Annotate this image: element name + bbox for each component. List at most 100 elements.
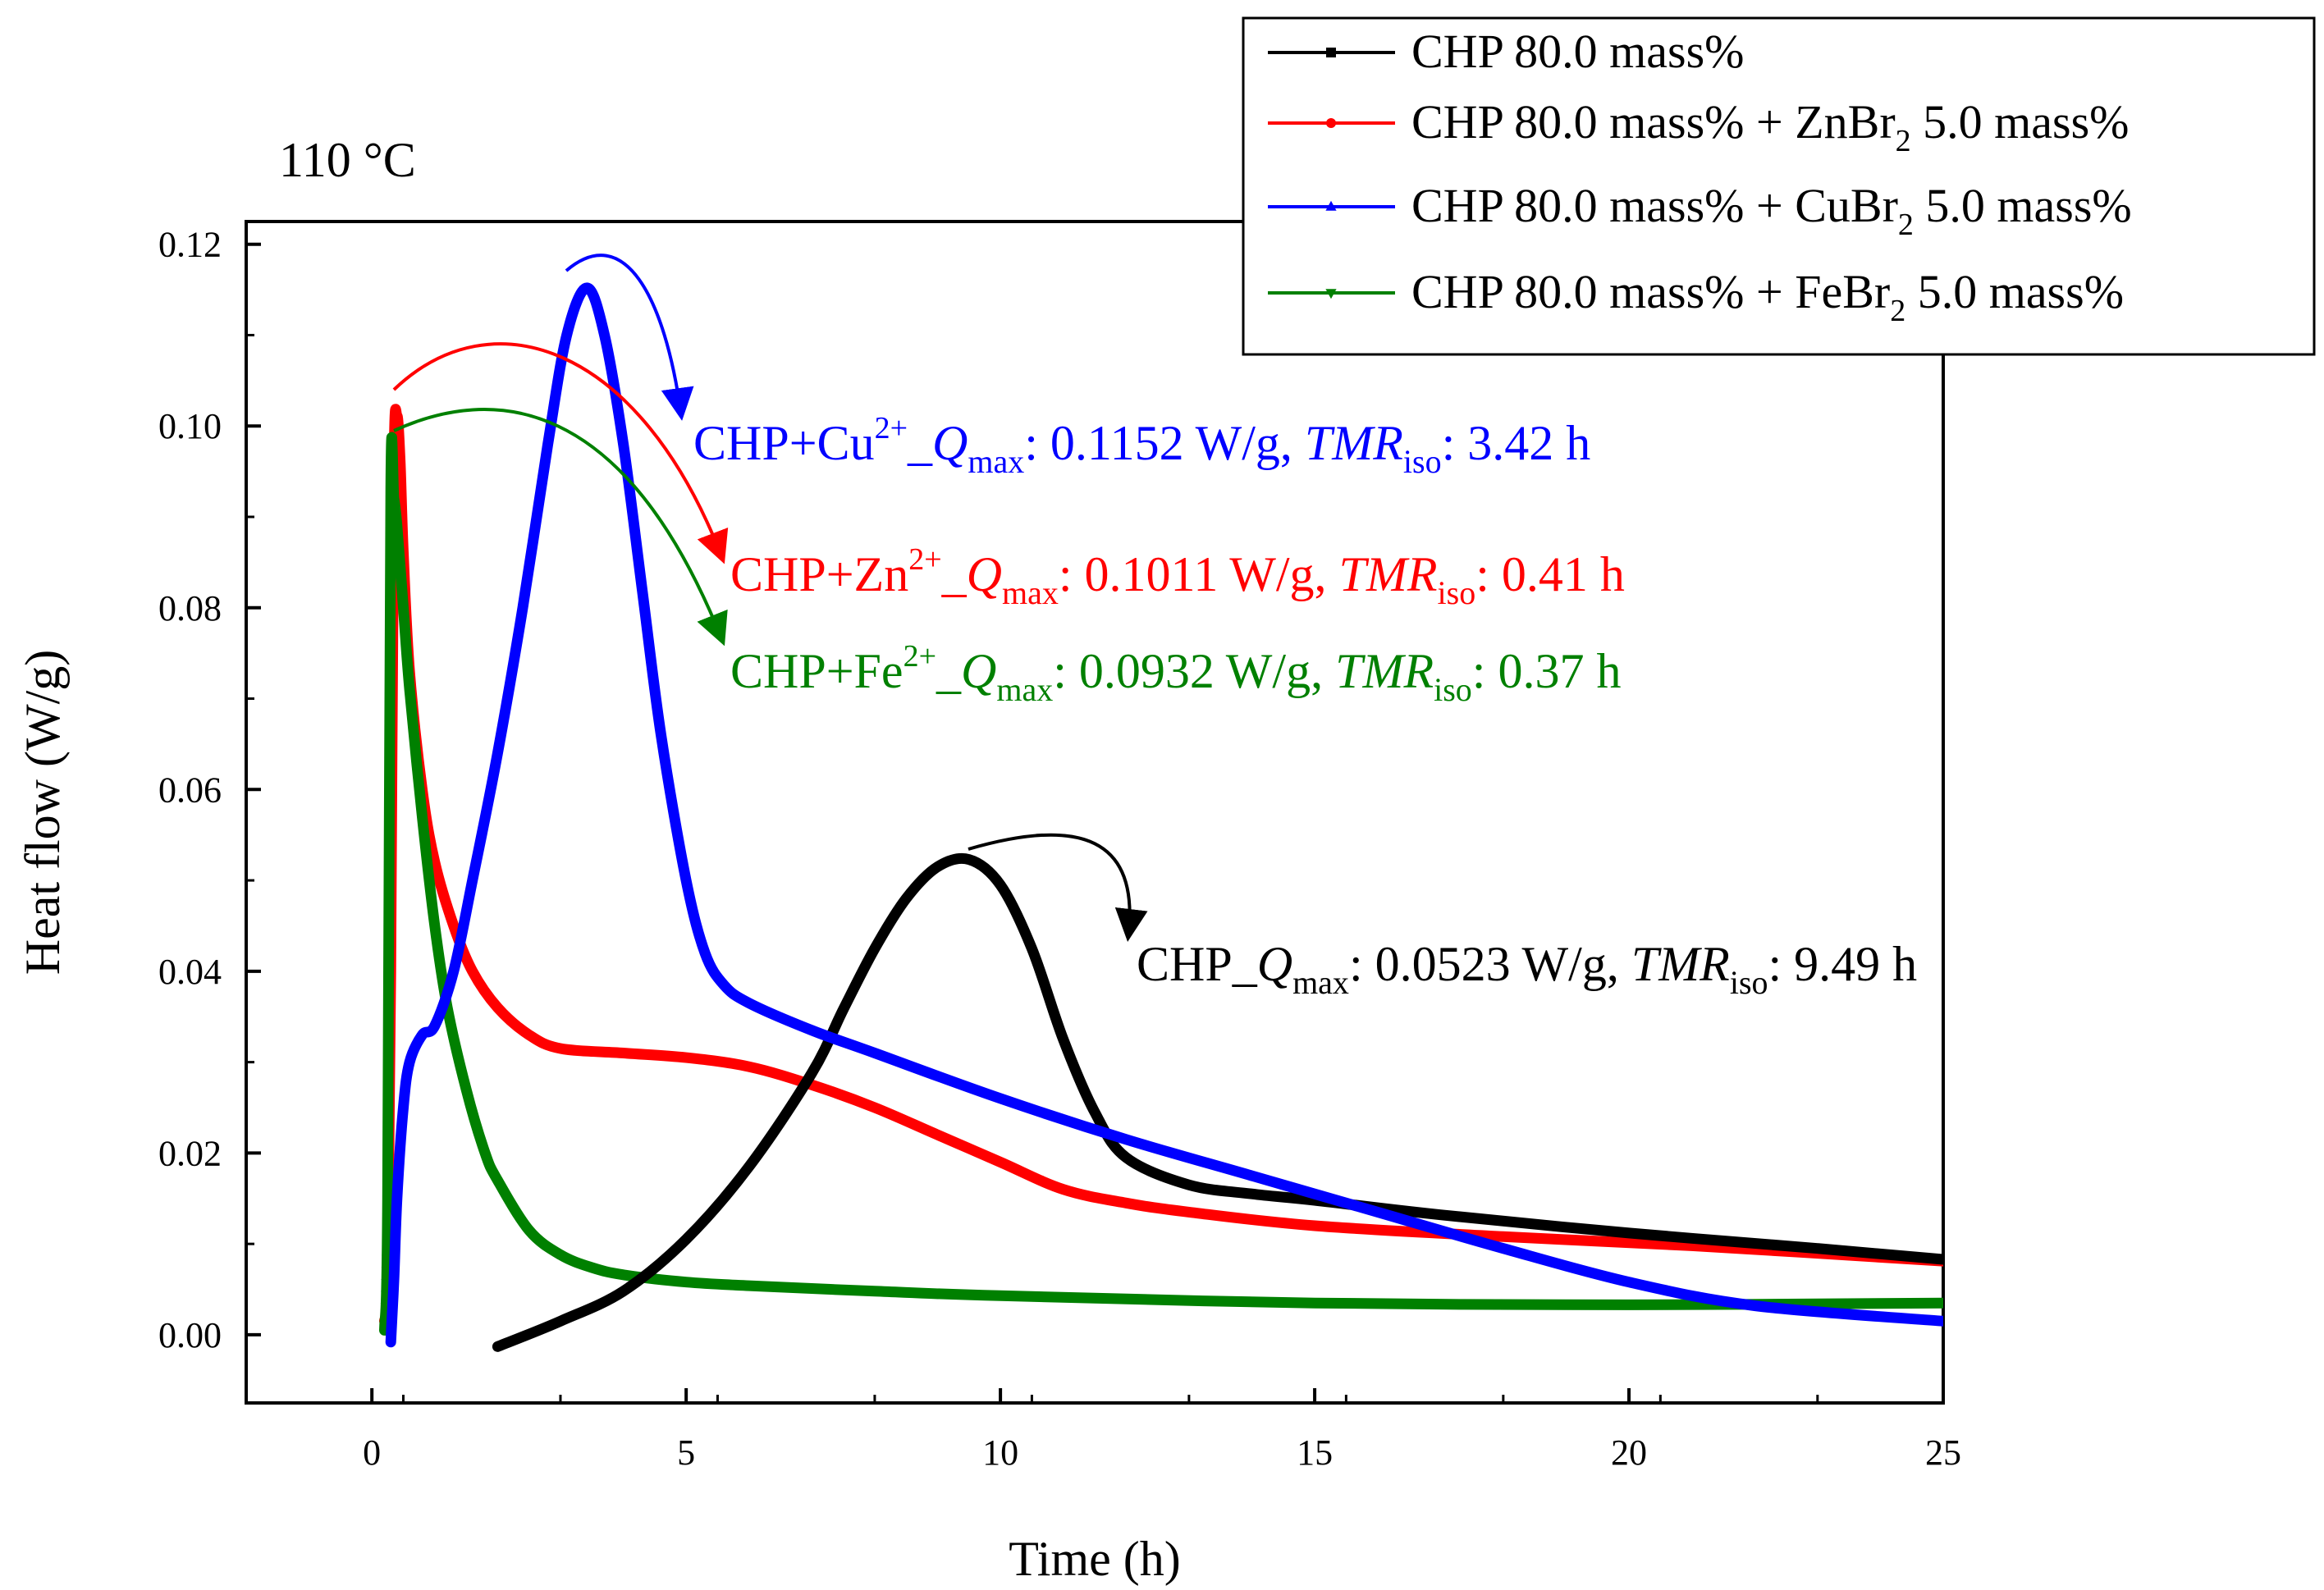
- series-point: [382, 1218, 392, 1227]
- series-point: [385, 679, 395, 688]
- series-point: [392, 1193, 402, 1202]
- series-point: [385, 691, 395, 700]
- series-0000ff: [385, 282, 1943, 1348]
- series-point: [380, 1303, 390, 1312]
- series-point: [384, 897, 394, 906]
- series-point: [384, 862, 394, 871]
- cu-annotation-arrow: [565, 254, 694, 421]
- x-axis-title: Time (h): [1009, 1532, 1180, 1586]
- series-point: [385, 759, 395, 768]
- x-tick-label: 5: [677, 1432, 695, 1473]
- series-point: [387, 1300, 397, 1309]
- series-point: [385, 702, 395, 711]
- y-axis: 0.00 0.02 0.04 0.06 0.08 0.10 0.12: [158, 225, 261, 1355]
- series-point: [383, 1000, 393, 1009]
- series-point: [382, 1254, 391, 1263]
- series-point: [384, 816, 394, 825]
- series-point: [385, 782, 395, 791]
- series-point: [384, 966, 394, 975]
- series-point: [383, 1012, 393, 1021]
- series-point: [386, 564, 396, 573]
- series-000000: [492, 852, 1943, 1352]
- series-point: [385, 747, 395, 756]
- series-008000: [379, 432, 1943, 1336]
- y-axis-title: Heat flow (W/g): [16, 650, 70, 975]
- y-tick-label: 0.10: [158, 406, 222, 446]
- series-point: [388, 1287, 398, 1296]
- series-point: [383, 1069, 393, 1078]
- legend-marker: [1325, 289, 1337, 299]
- series-point: [386, 484, 396, 493]
- series-point: [386, 553, 396, 562]
- series-point: [383, 1149, 393, 1158]
- series-point: [383, 1046, 393, 1055]
- series-point: [386, 530, 396, 539]
- series-point: [384, 851, 394, 860]
- series-point: [385, 622, 395, 631]
- y-tick-label: 0.12: [158, 225, 222, 265]
- series-point: [385, 770, 395, 779]
- legend: CHP 80.0 mass% CHP 80.0 mass% + ZnBr2 5.0…: [1242, 16, 2316, 356]
- series-point: [383, 1058, 393, 1067]
- series-point: [384, 793, 394, 802]
- series-point: [383, 1092, 393, 1101]
- series-point: [391, 1228, 400, 1237]
- y-tick-label: 0.06: [158, 770, 222, 810]
- series-point: [384, 954, 394, 963]
- series-point: [382, 1243, 391, 1252]
- series-point: [386, 496, 396, 505]
- series-point: [383, 1023, 393, 1032]
- series-point: [385, 736, 395, 745]
- annotation-label: CHP+Zn2+_Qmax: 0.1011 W/g, TMRiso: 0.41 …: [730, 542, 1625, 611]
- series-line: [379, 432, 1943, 1336]
- series-point: [387, 1312, 397, 1321]
- legend-item: CHP 80.0 mass% + FeBr2 5.0 mass%: [1268, 265, 2124, 328]
- series-line: [379, 404, 1943, 1327]
- series-point: [383, 1137, 393, 1146]
- series-point: [385, 645, 395, 654]
- series-point: [386, 587, 396, 596]
- series-point: [384, 874, 394, 883]
- series-line: [492, 852, 1943, 1352]
- series-point: [385, 610, 395, 619]
- series-point: [382, 1172, 392, 1181]
- fe-annotation-arrow: [393, 408, 728, 647]
- legend-item: CHP 80.0 mass%: [1268, 25, 1745, 78]
- series-layer: [379, 282, 1943, 1352]
- annotation-label: CHP+Cu2+_Qmax: 0.1152 W/g, TMRiso: 3.42 …: [693, 411, 1590, 480]
- series-point: [382, 1231, 391, 1240]
- series-point: [385, 656, 395, 665]
- x-tick-label: 0: [363, 1432, 381, 1473]
- series-point: [386, 599, 396, 608]
- series-point: [381, 1267, 391, 1276]
- series-point: [391, 1205, 401, 1214]
- x-tick-label: 15: [1297, 1432, 1333, 1473]
- series-point: [386, 1336, 396, 1346]
- series-point: [384, 828, 394, 837]
- series-point: [386, 576, 396, 585]
- series-point: [383, 1126, 393, 1135]
- series-point: [381, 1278, 391, 1287]
- series-point: [382, 1207, 392, 1216]
- annotation-label: CHP_Qmax: 0.0523 W/g, TMRiso: 9.49 h: [1137, 937, 1917, 1001]
- legend-marker: [1326, 118, 1336, 128]
- annotation-label: CHP+Fe2+_Qmax: 0.0932 W/g, TMRiso: 0.37 …: [730, 639, 1621, 708]
- legend-label: CHP 80.0 mass%: [1411, 25, 1745, 78]
- annotations: CHP+Cu2+_Qmax: 0.1152 W/g, TMRiso: 3.42 …: [693, 411, 1917, 1001]
- series-point: [384, 805, 394, 814]
- legend-label: CHP 80.0 mass% + FeBr2 5.0 mass%: [1411, 265, 2124, 328]
- series-point: [384, 908, 394, 917]
- y-tick-label: 0.04: [158, 952, 222, 992]
- temperature-label: 110 °C: [279, 133, 416, 187]
- series-point: [386, 541, 396, 551]
- legend-item: CHP 80.0 mass% + CuBr2 5.0 mass%: [1268, 179, 2132, 242]
- series-point: [383, 1103, 393, 1112]
- series-point: [391, 1240, 400, 1249]
- series-point: [386, 507, 396, 516]
- series-point: [383, 1114, 393, 1123]
- x-tick-label: 25: [1925, 1432, 1961, 1473]
- series-point: [382, 1183, 392, 1192]
- series-point: [384, 943, 394, 952]
- series-point: [384, 885, 394, 894]
